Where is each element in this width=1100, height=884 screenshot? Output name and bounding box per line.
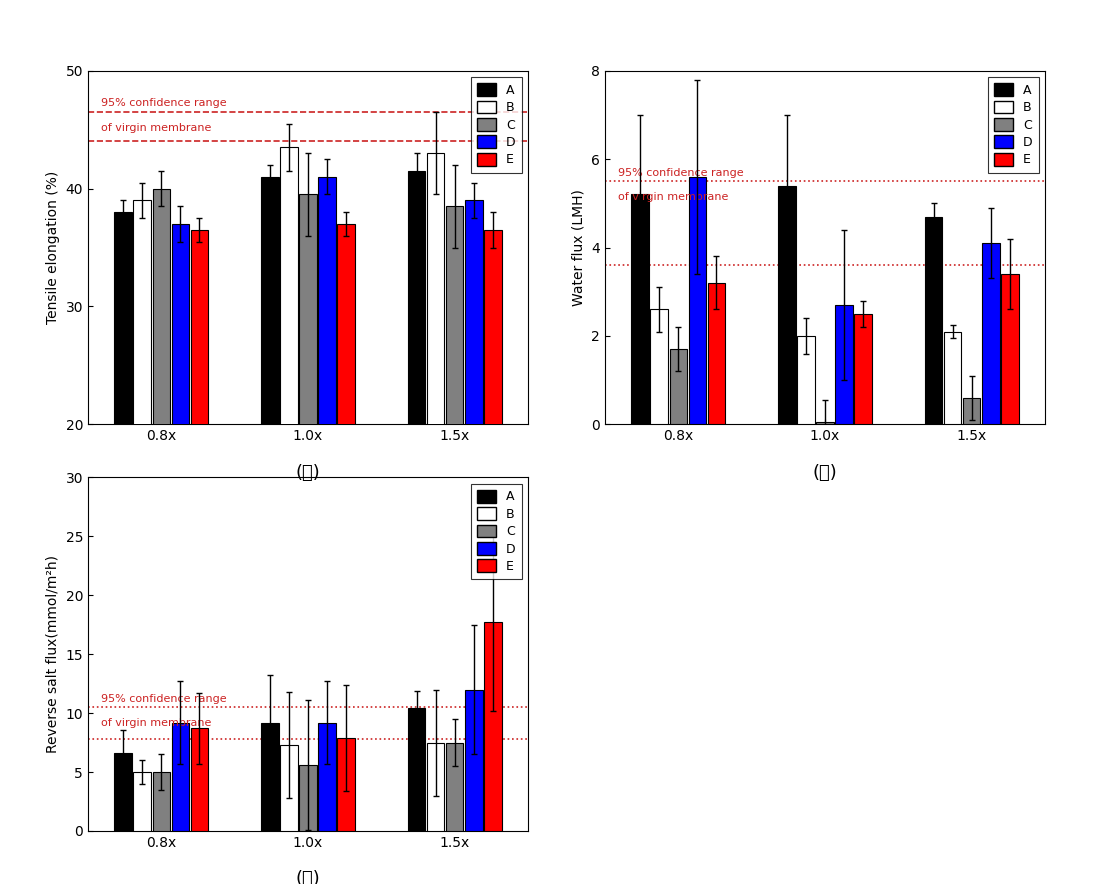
Bar	[670, 349, 688, 424]
Bar	[318, 722, 336, 831]
Bar	[925, 217, 943, 424]
Bar	[133, 201, 151, 660]
Bar	[408, 171, 426, 660]
Text: (가): (가)	[296, 464, 320, 482]
Legend: A, B, C, D, E: A, B, C, D, E	[471, 484, 521, 579]
Bar	[707, 283, 725, 424]
Bar	[338, 224, 355, 660]
Text: 95% confidence range: 95% confidence range	[101, 694, 227, 704]
Bar	[484, 622, 502, 831]
Text: (다): (다)	[296, 870, 320, 884]
Y-axis label: Water flux (LMH): Water flux (LMH)	[572, 189, 585, 306]
Bar	[172, 224, 189, 660]
Y-axis label: Reverse salt flux(mmol/m²h): Reverse salt flux(mmol/m²h)	[46, 555, 60, 753]
Legend: A, B, C, D, E: A, B, C, D, E	[471, 77, 521, 172]
Bar	[318, 177, 336, 660]
Bar	[190, 728, 208, 831]
Text: of virgin membrane: of virgin membrane	[101, 123, 211, 133]
Bar	[299, 194, 317, 660]
Bar	[484, 230, 502, 660]
Bar	[798, 336, 815, 424]
Bar	[1001, 274, 1019, 424]
Y-axis label: Tensile elongation (%): Tensile elongation (%)	[46, 171, 60, 324]
Bar	[153, 188, 170, 660]
Bar	[261, 177, 278, 660]
Bar	[172, 722, 189, 831]
Bar	[299, 765, 317, 831]
Legend: A, B, C, D, E: A, B, C, D, E	[988, 77, 1038, 172]
Bar	[427, 743, 444, 831]
Bar	[816, 422, 834, 424]
Bar	[114, 753, 132, 831]
Bar	[280, 745, 298, 831]
Bar	[631, 194, 649, 424]
Text: of virgin membrane: of virgin membrane	[101, 719, 211, 728]
Bar	[465, 690, 483, 831]
Bar	[778, 186, 795, 424]
Bar	[133, 772, 151, 831]
Bar	[408, 708, 426, 831]
Bar	[650, 309, 668, 424]
Bar	[153, 772, 170, 831]
Text: of virgin membrane: of virgin membrane	[618, 193, 728, 202]
Text: 95% confidence range: 95% confidence range	[618, 168, 744, 178]
Bar	[944, 332, 961, 424]
Bar	[190, 230, 208, 660]
Bar	[446, 743, 463, 831]
Bar	[855, 314, 872, 424]
Bar	[835, 305, 852, 424]
Bar	[280, 148, 298, 660]
Bar	[982, 243, 1000, 424]
Bar	[261, 722, 278, 831]
Text: 95% confidence range: 95% confidence range	[101, 98, 227, 109]
Bar	[338, 738, 355, 831]
Bar	[962, 398, 980, 424]
Text: (나): (나)	[813, 464, 837, 482]
Bar	[114, 212, 132, 660]
Bar	[689, 177, 706, 424]
Bar	[465, 201, 483, 660]
Bar	[446, 206, 463, 660]
Bar	[427, 153, 444, 660]
